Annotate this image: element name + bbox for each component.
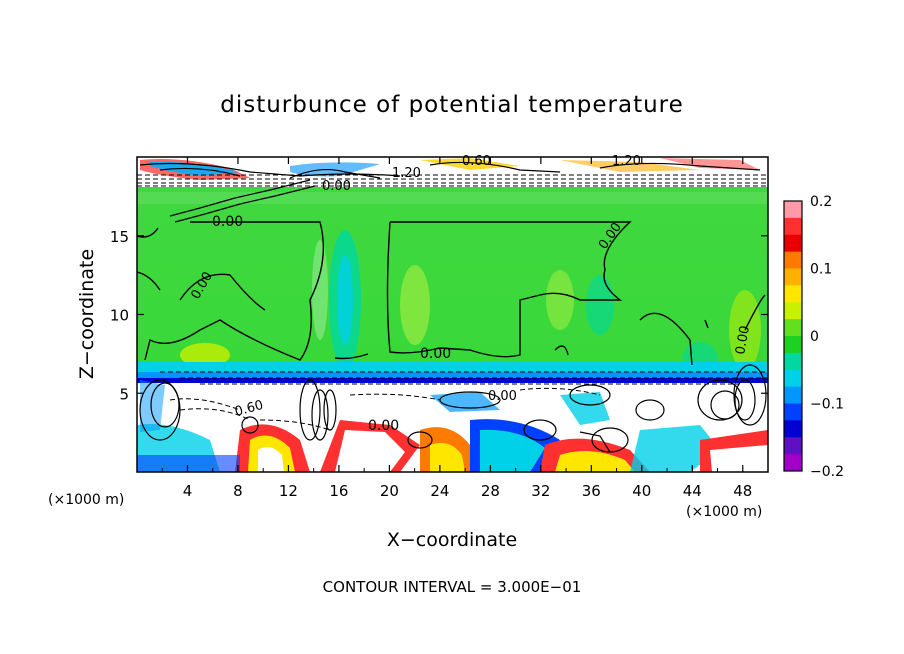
colorbar-swatch: [784, 217, 802, 236]
y-tick-label: 5: [119, 385, 129, 403]
contour-label: 0.00: [212, 214, 243, 230]
x-tick-label: 8: [233, 482, 243, 500]
colorbar-swatch: [784, 454, 802, 472]
x-tick-label: 16: [329, 482, 348, 500]
colorbar-tick-label: −0.1: [810, 397, 844, 413]
colorbar-swatch: [784, 420, 802, 438]
contour-label: 0.60: [233, 398, 265, 420]
contour-label: 1.20: [392, 166, 421, 181]
colorbar-tick-label: 0.2: [810, 194, 832, 210]
y-tick-label: 10: [110, 307, 129, 325]
x-tick-label: 36: [582, 482, 601, 500]
colorbar-swatch: [784, 302, 802, 320]
x-tick-label: 12: [279, 482, 298, 500]
x-tick-label: 44: [683, 482, 702, 500]
z-unit-label: (×1000 m): [48, 492, 124, 508]
colorbar-tick-label: −0.2: [810, 464, 844, 480]
y-axis: 5 10 15: [110, 228, 768, 403]
colorbar-swatch: [784, 352, 802, 371]
colorbar-swatch: [784, 251, 802, 269]
colorbar-swatch: [784, 386, 802, 404]
y-tick-label: 15: [110, 228, 129, 246]
y-axis-label: Z−coordinate: [76, 249, 98, 379]
x-axis-label: X−coordinate: [387, 529, 517, 551]
colorbar-swatch: [784, 268, 802, 286]
plot-area: [137, 157, 768, 472]
contour-label: 0.00: [420, 346, 451, 362]
colorbar-frame: [783, 200, 803, 472]
contour-label: 0.00: [733, 325, 753, 356]
colorbar-swatch: [784, 403, 802, 421]
colorbar-swatch: [784, 285, 802, 303]
x-tick-label: 4: [183, 482, 193, 500]
chart-title: disturbunce of potential temperature: [220, 92, 684, 118]
x-unit-label: (×1000 m): [686, 504, 762, 520]
contour-label: 0.00: [322, 179, 351, 194]
x-tick-label: 28: [481, 482, 500, 500]
contour-label: 0.00: [368, 418, 399, 434]
colorbar-tick-label: 0.1: [810, 262, 832, 278]
x-tick-label: 24: [430, 482, 449, 500]
colorbar-swatch: [784, 336, 802, 354]
colorbar-swatch: [784, 201, 802, 219]
colorbar: [783, 200, 803, 472]
colorbar-swatch: [784, 437, 802, 455]
contour-interval-note: CONTOUR INTERVAL = 3.000E−01: [323, 578, 582, 596]
colorbar-swatch: [784, 369, 802, 388]
colorbar-tick-label: 0: [810, 329, 819, 345]
x-tick-label: 40: [632, 482, 651, 500]
contour-label: 0.00: [488, 389, 517, 404]
colorbar-ticks: 0.2 0.1 0 −0.1 −0.2: [810, 194, 844, 480]
x-tick-label: 32: [531, 482, 550, 500]
colorbar-swatch: [784, 319, 802, 337]
colorbar-swatch: [784, 234, 802, 253]
x-tick-label: 48: [733, 482, 752, 500]
x-tick-label: 20: [380, 482, 399, 500]
x-axis: 4 8 12 16 20 24 28 32 36 40 44 48: [161, 157, 752, 500]
